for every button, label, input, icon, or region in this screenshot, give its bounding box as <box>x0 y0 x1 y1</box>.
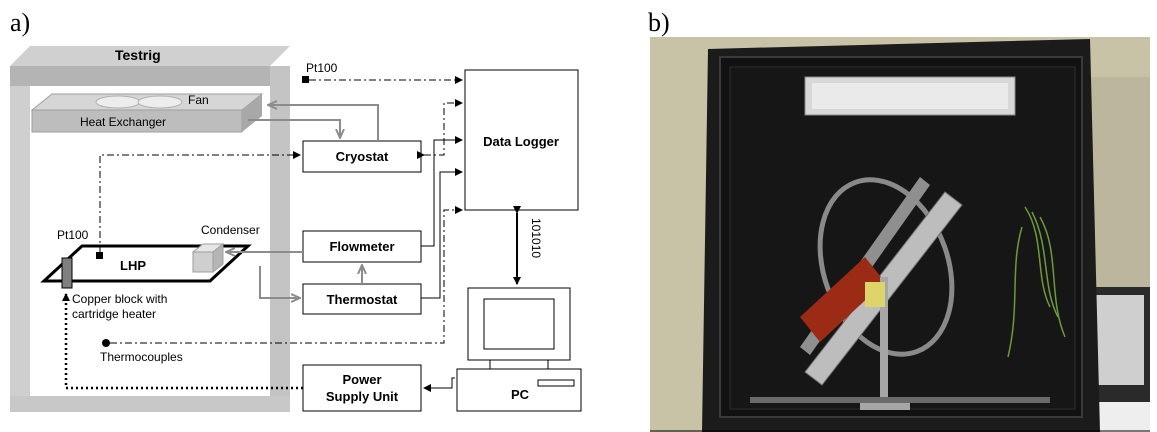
pt100-top-label: Pt100 <box>306 61 338 75</box>
pt100-left-sensor <box>96 252 103 259</box>
fan-label: Fan <box>188 93 209 107</box>
testrig-frame <box>10 46 290 412</box>
schematic-diagram: Testrig Fan Heat Exchanger Cryostat Flow… <box>10 46 582 412</box>
heat-exchanger-label: Heat Exchanger <box>80 115 166 129</box>
pc-label: PC <box>511 387 530 402</box>
testrig-photo <box>650 37 1150 432</box>
thermocouple-cables <box>1007 206 1066 358</box>
lhp-mount <box>800 177 963 410</box>
panel-a-label: a) <box>10 8 31 37</box>
fan-icon <box>95 95 183 109</box>
flowmeter-box: Flowmeter <box>302 230 422 263</box>
cryostat-box: Cryostat <box>302 140 422 173</box>
svg-text:Supply Unit: Supply Unit <box>326 389 399 404</box>
power-supply-box: Power Supply Unit <box>302 364 422 412</box>
panel-b-label: b) <box>648 8 670 37</box>
condenser-block <box>191 242 225 274</box>
pt100-left-label: Pt100 <box>57 228 89 242</box>
copper-block-label-2: cartridge heater <box>72 307 156 321</box>
svg-text:Data Logger: Data Logger <box>483 134 559 149</box>
copper-block-label-1: Copper block with <box>72 292 167 306</box>
thermostat-box: Thermostat <box>302 283 422 315</box>
data-logger-box: Data Logger <box>464 69 579 211</box>
pt100-top-sensor <box>302 76 309 83</box>
copper-block-photo <box>800 257 885 342</box>
thermocouple-dot <box>102 339 110 347</box>
pc-icon <box>456 287 582 412</box>
lhp-label: LHP <box>120 258 146 273</box>
coolant-circuit <box>226 105 379 298</box>
condenser-label: Condenser <box>201 223 260 237</box>
svg-text:Flowmeter: Flowmeter <box>329 239 394 254</box>
svg-text:Cryostat: Cryostat <box>336 149 389 164</box>
testrig-title: Testrig <box>115 47 161 63</box>
copper-block <box>61 257 73 289</box>
solid-signal-lines <box>421 136 463 392</box>
svg-text:Power: Power <box>342 372 381 387</box>
binary-link-label: 101010 <box>529 218 543 258</box>
thermocouples-label: Thermocouples <box>100 350 183 364</box>
svg-text:Thermostat: Thermostat <box>327 292 398 307</box>
heater-power-line <box>62 293 303 390</box>
